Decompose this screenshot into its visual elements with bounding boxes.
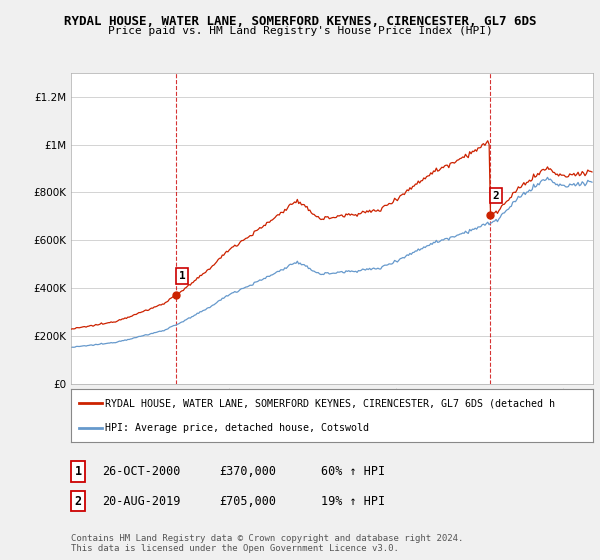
Text: 19% ↑ HPI: 19% ↑ HPI — [321, 494, 385, 508]
Text: RYDAL HOUSE, WATER LANE, SOMERFORD KEYNES, CIRENCESTER, GL7 6DS (detached h: RYDAL HOUSE, WATER LANE, SOMERFORD KEYNE… — [105, 398, 555, 408]
Text: HPI: Average price, detached house, Cotswold: HPI: Average price, detached house, Cots… — [105, 423, 369, 433]
Text: 20-AUG-2019: 20-AUG-2019 — [102, 494, 181, 508]
Text: £370,000: £370,000 — [219, 465, 276, 478]
Text: 1: 1 — [179, 271, 185, 281]
Text: RYDAL HOUSE, WATER LANE, SOMERFORD KEYNES, CIRENCESTER, GL7 6DS: RYDAL HOUSE, WATER LANE, SOMERFORD KEYNE… — [64, 15, 536, 27]
Text: £705,000: £705,000 — [219, 494, 276, 508]
Text: Contains HM Land Registry data © Crown copyright and database right 2024.
This d: Contains HM Land Registry data © Crown c… — [71, 534, 463, 553]
Text: Price paid vs. HM Land Registry's House Price Index (HPI): Price paid vs. HM Land Registry's House … — [107, 26, 493, 36]
Text: 60% ↑ HPI: 60% ↑ HPI — [321, 465, 385, 478]
Text: 2: 2 — [74, 494, 82, 508]
Text: 2: 2 — [493, 191, 499, 200]
Text: 26-OCT-2000: 26-OCT-2000 — [102, 465, 181, 478]
Text: 1: 1 — [74, 465, 82, 478]
